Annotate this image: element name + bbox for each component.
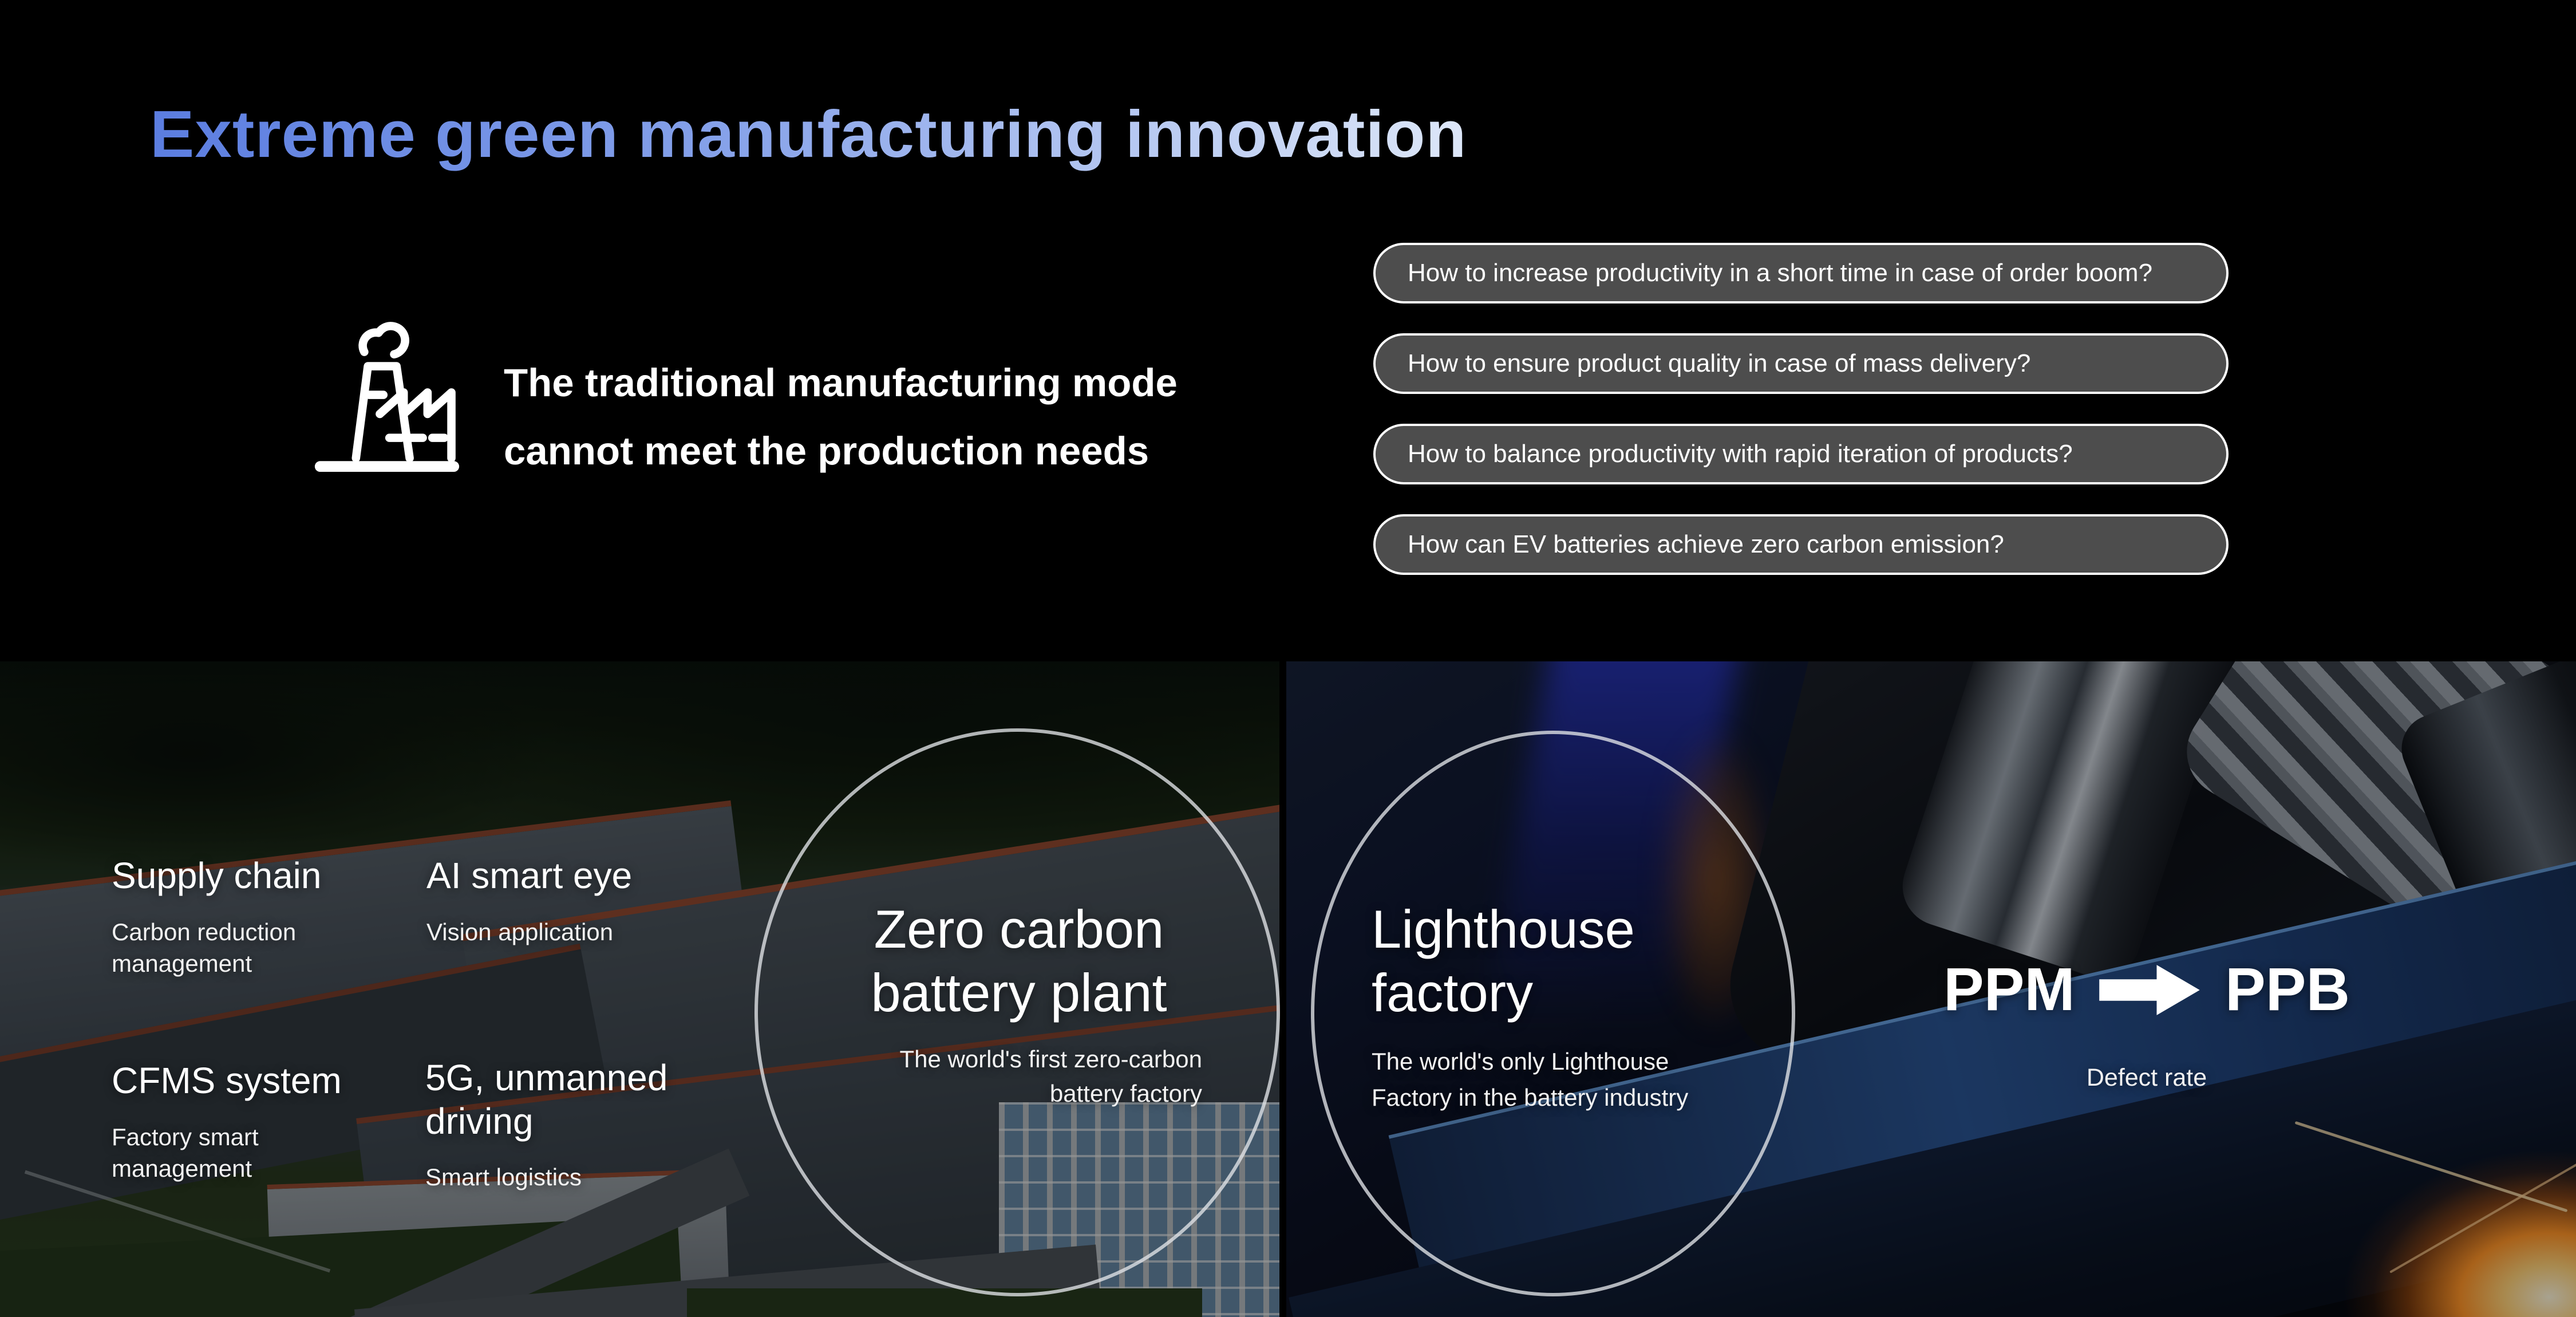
question-pill: How to increase productivity in a short … (1373, 243, 2229, 303)
feature-subtitle-line: Factory smart (112, 1123, 259, 1150)
feature-title: Supply chain (112, 855, 322, 896)
zero-carbon-title: Zero carbon battery plant (801, 898, 1236, 1025)
zero-carbon-subtitle-line: The world's first zero-carbon (899, 1046, 1202, 1072)
metric-from-value: PPM (1943, 956, 2075, 1023)
zero-carbon-circle (754, 728, 1280, 1296)
feature-title-line: 5G, unmanned (425, 1057, 668, 1098)
question-pill: How to balance productivity with rapid i… (1373, 424, 2229, 484)
lawn (687, 1288, 1202, 1317)
feature-cfms-system: CFMS system Factory smart management (112, 1059, 342, 1184)
zero-carbon-subtitle: The world's first zero-carbon battery fa… (767, 1042, 1202, 1110)
question-pill: How can EV batteries achieve zero carbon… (1373, 514, 2229, 575)
feature-subtitle-line: management (112, 1154, 252, 1182)
question-pill-label: How to increase productivity in a short … (1408, 259, 2153, 287)
question-pill: How to ensure product quality in case of… (1373, 333, 2229, 394)
feature-title: 5G, unmanned driving (425, 1056, 667, 1143)
question-pill-label: How to balance productivity with rapid i… (1408, 440, 2073, 468)
question-list: How to increase productivity in a short … (1373, 243, 2229, 605)
metric-to-value: PPB (2225, 956, 2350, 1023)
statement-line: cannot meet the production needs (504, 428, 1149, 473)
feature-subtitle: Factory smart management (112, 1121, 342, 1185)
factory-icon (314, 322, 460, 472)
question-pill-label: How can EV batteries achieve zero carbon… (1408, 530, 2004, 558)
feature-subtitle: Vision application (426, 916, 632, 948)
page-title: Extreme green manufacturing innovation (150, 96, 1467, 172)
feature-title-line: driving (425, 1100, 534, 1142)
feature-subtitle: Smart logistics (425, 1161, 667, 1193)
problem-statement: The traditional manufacturing mode canno… (504, 349, 1178, 485)
feature-title: CFMS system (112, 1060, 342, 1101)
arrow-right-icon (2099, 964, 2200, 1015)
lighthouse-circle (1311, 731, 1795, 1296)
lighthouse-title-line: Lighthouse (1372, 899, 1635, 959)
feature-subtitle-line: Carbon reduction (112, 918, 297, 945)
feature-subtitle-line: Smart logistics (425, 1164, 582, 1191)
lighthouse-subtitle: The world's only Lighthouse Factory in t… (1372, 1043, 1688, 1115)
feature-subtitle-line: management (112, 949, 252, 977)
zero-carbon-title-line: Zero carbon (874, 899, 1164, 959)
statement-line: The traditional manufacturing mode (504, 361, 1178, 405)
defect-rate-metric: PPM PPB (1943, 955, 2350, 1024)
zero-carbon-title-line: battery plant (871, 962, 1167, 1023)
lighthouse-title: Lighthouse factory (1372, 898, 1635, 1025)
feature-title: AI smart eye (426, 855, 633, 896)
lighthouse-subtitle-line: Factory in the battery industry (1372, 1084, 1689, 1111)
lighthouse-subtitle-line: The world's only Lighthouse (1372, 1048, 1669, 1075)
lighthouse-title-line: factory (1372, 962, 1534, 1023)
question-pill-label: How to ensure product quality in case of… (1408, 349, 2031, 377)
metric-label: Defect rate (2086, 1064, 2207, 1091)
zero-carbon-subtitle-line: battery factory (1049, 1079, 1202, 1107)
feature-subtitle: Carbon reduction management (112, 916, 321, 980)
photo-divider (1279, 661, 1286, 1317)
feature-subtitle-line: Vision application (426, 918, 614, 945)
feature-supply-chain: Supply chain Carbon reduction management (112, 854, 321, 979)
feature-5g-unmanned-driving: 5G, unmanned driving Smart logistics (425, 1056, 667, 1193)
feature-ai-smart-eye: AI smart eye Vision application (426, 854, 632, 948)
